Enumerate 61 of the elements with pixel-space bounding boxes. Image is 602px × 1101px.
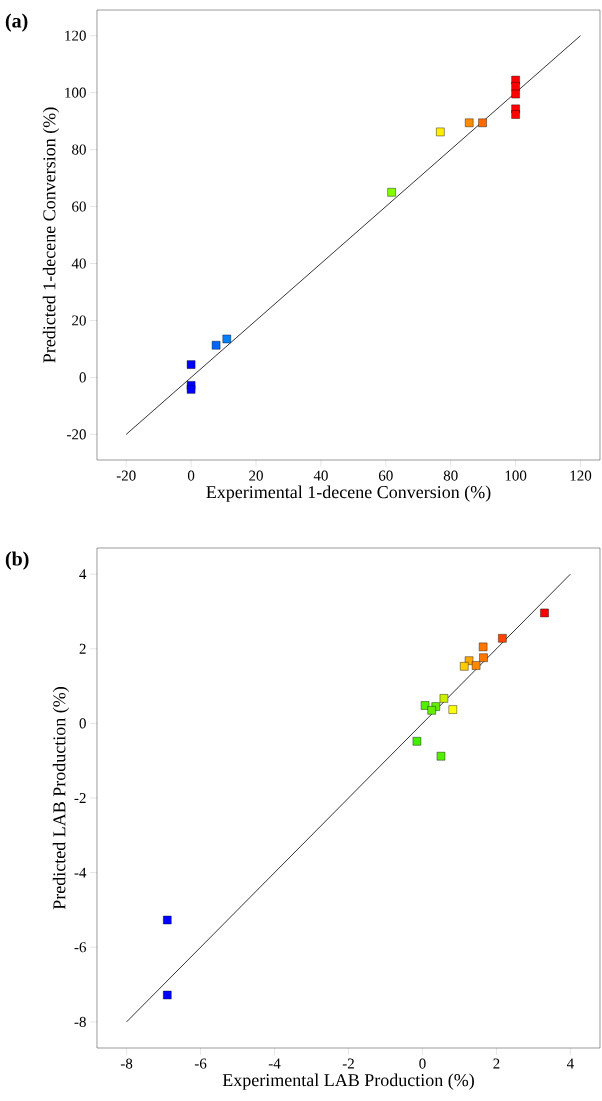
- x-tick-label: 120: [570, 470, 592, 481]
- x-tick-label: 4: [566, 1058, 574, 1069]
- x-axis-title: Experimental LAB Production (%): [222, 1073, 474, 1090]
- point: [511, 110, 520, 119]
- point: [471, 661, 481, 670]
- y-tick-label: -6: [74, 942, 87, 953]
- x-tick-label: 80: [443, 470, 458, 481]
- point: [436, 752, 446, 761]
- x-tick-label: 60: [378, 470, 393, 481]
- point: [511, 89, 520, 99]
- y-axis-title: Predicted 1-decene Conversion (%): [42, 107, 60, 363]
- point: [511, 82, 520, 91]
- x-tick-label: 0: [187, 470, 195, 481]
- text: (a): [5, 13, 28, 32]
- y-tick-label: 40: [71, 258, 86, 269]
- point: [222, 334, 231, 344]
- point: [412, 737, 422, 746]
- y-tick-label: 2: [79, 643, 86, 654]
- point: [427, 706, 436, 715]
- point: [448, 705, 457, 714]
- x-tick-label: 100: [505, 470, 527, 481]
- x-tick-label: -4: [268, 1058, 281, 1069]
- y-axis-title: Predicted LAB Production (%): [52, 687, 70, 910]
- point: [163, 990, 172, 1000]
- y-tick-label: 100: [65, 87, 86, 98]
- x-tick-label: 20: [249, 470, 263, 481]
- point: [211, 341, 221, 350]
- point: [498, 634, 507, 643]
- point: [420, 701, 430, 710]
- point: [478, 642, 488, 652]
- point: [387, 188, 396, 197]
- x-tick-label: 40: [313, 470, 328, 481]
- y-tick-label: 60: [72, 201, 86, 212]
- x-tick-label: -8: [120, 1058, 133, 1069]
- point: [465, 118, 474, 127]
- point: [460, 662, 469, 671]
- point: [186, 385, 196, 394]
- point: [479, 653, 488, 662]
- y-tick-label: -20: [67, 429, 86, 440]
- y-tick-label: 20: [72, 315, 86, 326]
- y-tick-label: 4: [79, 569, 87, 580]
- x-tick-label: -20: [116, 470, 136, 481]
- y-tick-label: -8: [74, 1016, 86, 1027]
- y-tick-label: 0: [79, 372, 86, 383]
- point: [163, 915, 172, 925]
- point: [478, 118, 487, 127]
- point: [540, 608, 549, 618]
- y-tick-label: 0: [79, 718, 86, 729]
- text: (b): [5, 551, 29, 570]
- y-tick-label: 80: [72, 144, 86, 155]
- y-tick-label: -4: [74, 867, 87, 878]
- x-axis-title: Experimental 1-decene Conversion (%): [206, 485, 491, 502]
- y-tick-label: 120: [65, 30, 86, 41]
- x-tick-label: 0: [419, 1058, 426, 1069]
- x-tick-label: -2: [342, 1058, 354, 1069]
- y-tick-label: -2: [74, 793, 86, 803]
- x-tick-label: -6: [194, 1058, 207, 1069]
- x-tick-label: 2: [493, 1058, 500, 1069]
- point: [439, 694, 449, 703]
- point: [186, 360, 196, 369]
- point: [436, 127, 445, 137]
